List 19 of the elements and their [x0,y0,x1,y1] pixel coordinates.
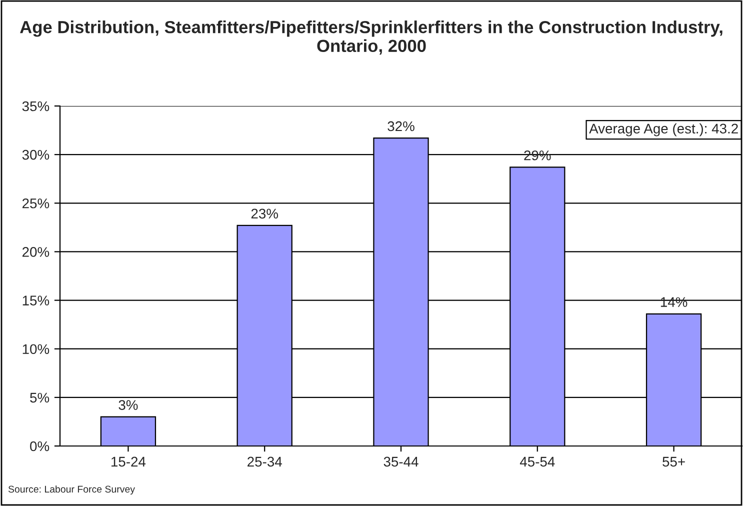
source-note: Source: Labour Force Survey [8,485,135,495]
x-tick-label: 25-34 [248,456,282,467]
x-tick-label: 45-54 [520,456,555,467]
x-tick-label: 35-44 [384,456,418,467]
data-label: 23% [251,208,278,219]
y-tick-label: 20% [22,247,50,257]
y-tick-label: 25% [22,198,50,208]
y-tick-label: 5% [30,392,50,403]
data-label: 3% [118,400,138,410]
y-tick-label: 15% [22,296,50,306]
y-tick-label: 35% [22,101,50,112]
y-tick-label: 0% [30,441,50,452]
y-tick-label: 30% [22,150,50,160]
chart-title: Age Distribution, Steamfitters/Pipefitters/Sprinklerfitters in the Construction Industry, Ontario, 2000 [20,20,722,55]
x-tick-label: 15-24 [112,456,146,467]
data-label: 32% [388,121,414,132]
x-tick-label: 55+ [662,456,685,467]
y-tick-label: 10% [22,344,50,354]
annotation: Average Age (est.): 43.2 [589,123,738,136]
